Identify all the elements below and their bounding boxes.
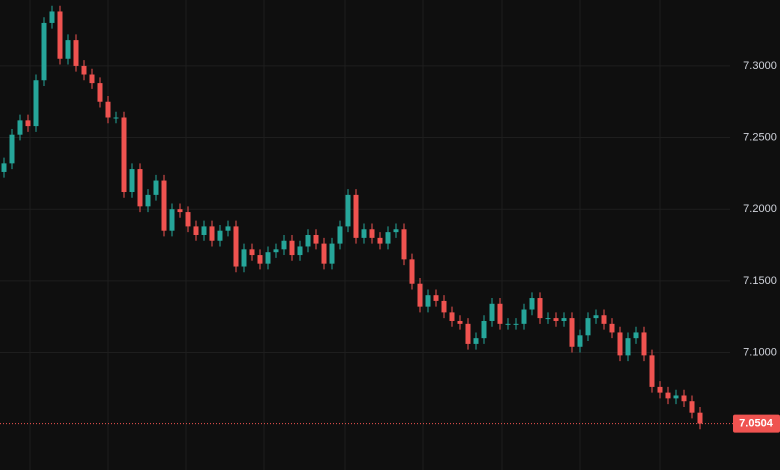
last-price-label: 7.0504 bbox=[739, 417, 774, 429]
candle-body bbox=[17, 120, 23, 135]
candle-body bbox=[513, 323, 519, 325]
candle-body bbox=[25, 120, 31, 127]
candle-body bbox=[673, 395, 679, 399]
candle-body bbox=[609, 323, 615, 333]
candle-body bbox=[185, 212, 191, 227]
candle-body bbox=[497, 303, 503, 324]
vertical-grid bbox=[29, 0, 661, 470]
candle-body bbox=[137, 169, 143, 207]
candle-body bbox=[481, 320, 487, 339]
candle-body bbox=[265, 252, 271, 264]
candle-body bbox=[121, 117, 127, 193]
candle-body bbox=[65, 40, 71, 59]
candle-body bbox=[177, 209, 183, 213]
candle-body bbox=[409, 259, 415, 284]
candle-body bbox=[697, 412, 703, 424]
y-tick-label: 7.2500 bbox=[743, 131, 777, 143]
candle-body bbox=[569, 318, 575, 347]
candle-body bbox=[89, 74, 95, 84]
candle-body bbox=[57, 11, 63, 59]
candle-body bbox=[97, 83, 103, 102]
candle-body bbox=[9, 134, 15, 164]
candle-body bbox=[601, 315, 607, 324]
candle-body bbox=[649, 355, 655, 387]
candle-body bbox=[521, 309, 527, 324]
candle-body bbox=[681, 395, 687, 402]
candle-body bbox=[689, 401, 695, 413]
candle-body bbox=[33, 80, 39, 127]
y-tick-label: 7.3000 bbox=[743, 60, 777, 72]
y-tick-label: 7.1500 bbox=[743, 275, 777, 287]
candle-body bbox=[561, 318, 567, 321]
y-tick-label: 7.2000 bbox=[743, 203, 777, 215]
candle-body bbox=[377, 237, 383, 244]
candle-body bbox=[281, 240, 287, 250]
candle-body bbox=[465, 323, 471, 344]
candle-body bbox=[257, 255, 263, 264]
candle-body bbox=[657, 386, 663, 393]
candle-body bbox=[393, 229, 399, 233]
candle-body bbox=[369, 229, 375, 238]
candle-body bbox=[577, 335, 583, 347]
candle-body bbox=[625, 338, 631, 356]
candle-body bbox=[529, 298, 535, 310]
candle-body bbox=[249, 249, 255, 256]
candle-body bbox=[385, 232, 391, 244]
candle-body bbox=[353, 194, 359, 238]
candle-body bbox=[345, 194, 351, 227]
candle-body bbox=[1, 163, 7, 172]
candle-body bbox=[313, 235, 319, 244]
y-tick-label: 7.1000 bbox=[743, 346, 777, 358]
candle-body bbox=[241, 249, 247, 267]
candle-body bbox=[329, 243, 335, 264]
candle-body bbox=[273, 249, 279, 253]
candle-body bbox=[537, 298, 543, 319]
candle-body bbox=[361, 229, 367, 238]
candle-body bbox=[553, 318, 559, 321]
candle-body bbox=[217, 230, 223, 241]
candle-body bbox=[49, 11, 55, 23]
candle-body bbox=[153, 180, 159, 195]
candle-body bbox=[489, 303, 495, 321]
candle-body bbox=[289, 240, 295, 256]
candle-body bbox=[425, 295, 431, 307]
candle-body bbox=[401, 229, 407, 260]
candle-body bbox=[545, 318, 551, 320]
candle-body bbox=[441, 300, 447, 313]
candle-body bbox=[145, 194, 151, 207]
candle-body bbox=[473, 338, 479, 344]
candle-body bbox=[105, 101, 111, 118]
candle-body bbox=[297, 246, 303, 256]
candle-body bbox=[41, 22, 47, 81]
candle-body bbox=[169, 209, 175, 231]
candle-body bbox=[305, 235, 311, 247]
candle-body bbox=[193, 226, 199, 235]
candle-body bbox=[457, 320, 463, 324]
candle-body bbox=[225, 226, 231, 231]
candle-body bbox=[641, 332, 647, 356]
candle-body bbox=[161, 180, 167, 231]
candle-body bbox=[633, 332, 639, 339]
candle-body bbox=[209, 226, 215, 241]
candle-body bbox=[113, 117, 119, 119]
candle-body bbox=[585, 318, 591, 336]
candle-body bbox=[617, 332, 623, 356]
candle-body bbox=[321, 243, 327, 264]
candle-body bbox=[233, 226, 239, 267]
candle-body bbox=[201, 226, 207, 235]
candle-body bbox=[593, 315, 599, 319]
candle-body bbox=[337, 226, 343, 244]
candle-body bbox=[449, 312, 455, 321]
candle-body bbox=[433, 295, 439, 301]
candle-body bbox=[665, 392, 671, 399]
last-price-box bbox=[733, 414, 780, 433]
candle-body bbox=[73, 40, 79, 66]
candle-body bbox=[505, 323, 511, 325]
candle-body bbox=[129, 169, 135, 193]
candle-body bbox=[417, 283, 423, 307]
candle-body bbox=[81, 65, 87, 75]
